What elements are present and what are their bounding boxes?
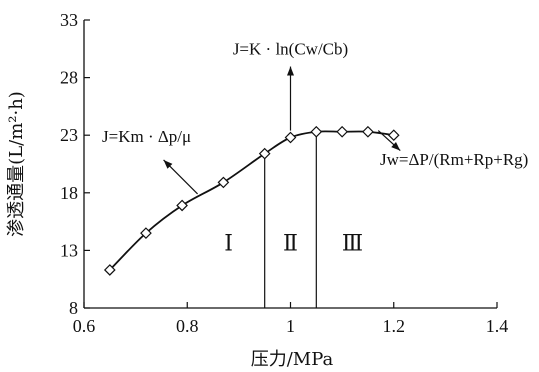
- region-labels: Ⅰ Ⅱ Ⅲ: [224, 230, 363, 255]
- data-point-marker: [103, 264, 116, 276]
- y-axis-title: 渗透通量(L/m²·h): [6, 91, 27, 237]
- data-point-marker: [362, 125, 374, 138]
- annotation-arrow-head: [163, 159, 173, 169]
- annotation-arrow-head: [391, 141, 401, 151]
- x-axis-title: 压力/MPa: [251, 349, 334, 370]
- data-point-marker: [336, 125, 348, 138]
- y-ticks: 8 13 18 23 28 33: [60, 10, 90, 318]
- annotation-label: J=Km · Δp/μ: [102, 127, 191, 146]
- data-point-marker: [310, 125, 323, 138]
- data-point-marker: [217, 176, 230, 189]
- region-dividers: [264, 131, 317, 308]
- annotation-arrow-head: [287, 66, 294, 76]
- data-point-marker: [387, 129, 400, 142]
- region-label: Ⅱ: [283, 230, 298, 255]
- y-tick-label: 18: [60, 183, 78, 203]
- x-tick-label: 1.2: [383, 316, 406, 336]
- region-label: Ⅰ: [224, 230, 233, 255]
- x-tick-label: 0.8: [176, 316, 199, 336]
- x-ticks: 0.6 0.8 1 1.2 1.4: [73, 302, 509, 336]
- annotations: J=Km · Δp/μ J=K · ln(Cw/Cb) Jw=ΔP/(Rm+Rp+R…: [102, 40, 528, 195]
- data-point-marker: [284, 131, 297, 144]
- y-tick-label: 13: [60, 240, 78, 260]
- x-tick-label: 0.6: [73, 316, 96, 336]
- y-tick-label: 8: [69, 298, 78, 318]
- data-point-marker: [140, 227, 152, 239]
- data-point-marker: [258, 147, 271, 160]
- annotation-label: Jw=ΔP/(Rm+Rp+Rg): [380, 150, 528, 169]
- y-tick-label: 28: [60, 68, 78, 88]
- y-tick-label: 33: [60, 10, 78, 30]
- data-point-marker: [176, 199, 188, 212]
- data-series: [103, 125, 400, 276]
- annotation-label: J=K · ln(Cw/Cb): [233, 40, 348, 59]
- series-line: [109, 130, 394, 271]
- y-tick-label: 23: [60, 125, 78, 145]
- x-tick-label: 1.4: [486, 316, 509, 336]
- region-label: Ⅲ: [342, 230, 363, 255]
- x-tick-label: 1: [286, 316, 295, 336]
